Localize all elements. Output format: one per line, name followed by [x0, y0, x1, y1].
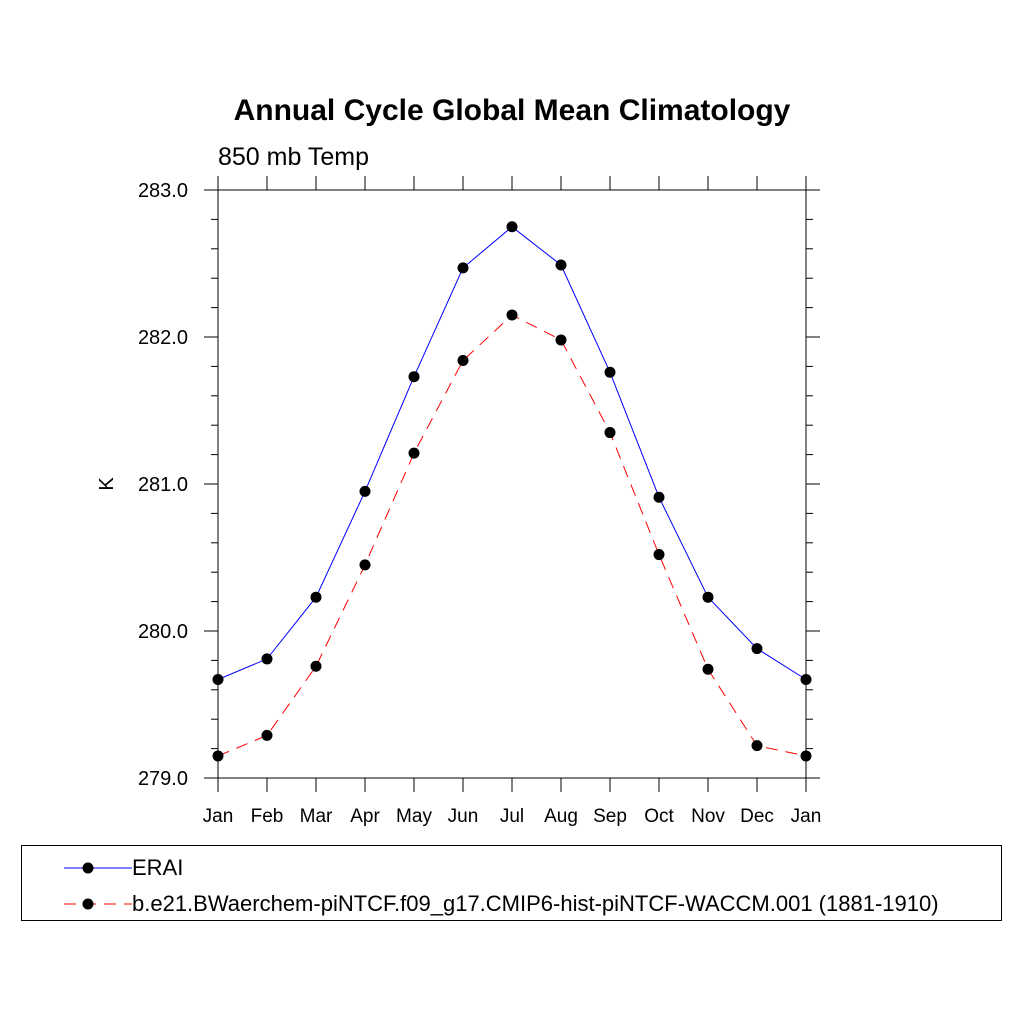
x-tick-label: Oct: [644, 806, 674, 827]
series-0-point: [408, 371, 420, 383]
series-1-point: [261, 729, 273, 741]
series-0-point: [310, 591, 322, 603]
series-1-point: [310, 660, 322, 672]
y-tick-label: 281.0: [138, 474, 188, 496]
x-tick-label: Jan: [791, 806, 822, 827]
x-tick-label: May: [396, 806, 432, 827]
series-0-point: [212, 674, 224, 686]
series-0-point: [261, 653, 273, 665]
x-tick-label: Apr: [350, 806, 380, 827]
series-line-1: [217, 314, 807, 757]
series-0-point: [653, 491, 665, 503]
y-axis-label: K: [96, 477, 118, 491]
x-tick-label: Jun: [448, 806, 479, 827]
y-tick-label: 283.0: [138, 180, 188, 202]
legend-label-erai: ERAI: [132, 855, 184, 880]
x-tick-label: Jul: [500, 806, 524, 827]
series-line-0: [217, 226, 807, 680]
chart-subtitle: 850 mb Temp: [218, 143, 370, 171]
series-1-point: [212, 750, 224, 762]
x-tick-label: Jan: [203, 806, 234, 827]
line-chart: 279.0 280.0 281.0 282.0 283.0 K Jan Feb Mar Apr Ma…: [96, 176, 821, 827]
y-tick-label: 282.0: [138, 327, 188, 349]
plot-series: [212, 221, 812, 762]
series-0-point: [359, 485, 371, 497]
x-tick-label: Nov: [691, 806, 725, 827]
series-1-point: [751, 740, 763, 752]
legend-swatch-erai: [64, 862, 132, 874]
plot-axes: 279.0 280.0 281.0 282.0 283.0 K Jan Feb Mar Apr Ma…: [96, 176, 821, 827]
series-0-point: [751, 643, 763, 655]
series-1-point: [653, 549, 665, 561]
plot-frame: [217, 189, 807, 779]
series-1-point: [408, 447, 420, 459]
legend-item-erai: ERAI: [22, 850, 1001, 886]
x-tick-label: Sep: [593, 806, 627, 827]
series-1-point: [800, 750, 812, 762]
legend-label-model: b.e21.BWaerchem-piNTCF.f09_g17.CMIP6-his…: [132, 891, 939, 916]
series-0-point: [506, 221, 518, 233]
x-tick-label: Mar: [300, 806, 333, 827]
y-tick-label: 280.0: [138, 621, 188, 643]
legend: ERAI b.e21.BWaerchem-piNTCF.f09_g17.CMIP…: [21, 845, 1002, 921]
legend-item-model: b.e21.BWaerchem-piNTCF.f09_g17.CMIP6-his…: [22, 886, 1001, 922]
legend-swatch-model: [64, 898, 132, 910]
series-1-point: [506, 309, 518, 321]
x-tick-label: Feb: [251, 806, 284, 827]
series-0-point: [457, 262, 469, 274]
x-tick-label: Aug: [544, 806, 578, 827]
series-0-point: [604, 366, 616, 378]
chart-title: Annual Cycle Global Mean Climatology: [233, 94, 791, 127]
x-tick-label: Dec: [740, 806, 774, 827]
series-0-point: [555, 259, 567, 271]
series-1-point: [457, 355, 469, 367]
series-0-point: [702, 591, 714, 603]
series-1-point: [555, 334, 567, 346]
series-0-point: [800, 674, 812, 686]
series-1-point: [604, 427, 616, 439]
series-1-point: [702, 663, 714, 675]
y-tick-label: 279.0: [138, 768, 188, 790]
series-1-point: [359, 559, 371, 571]
